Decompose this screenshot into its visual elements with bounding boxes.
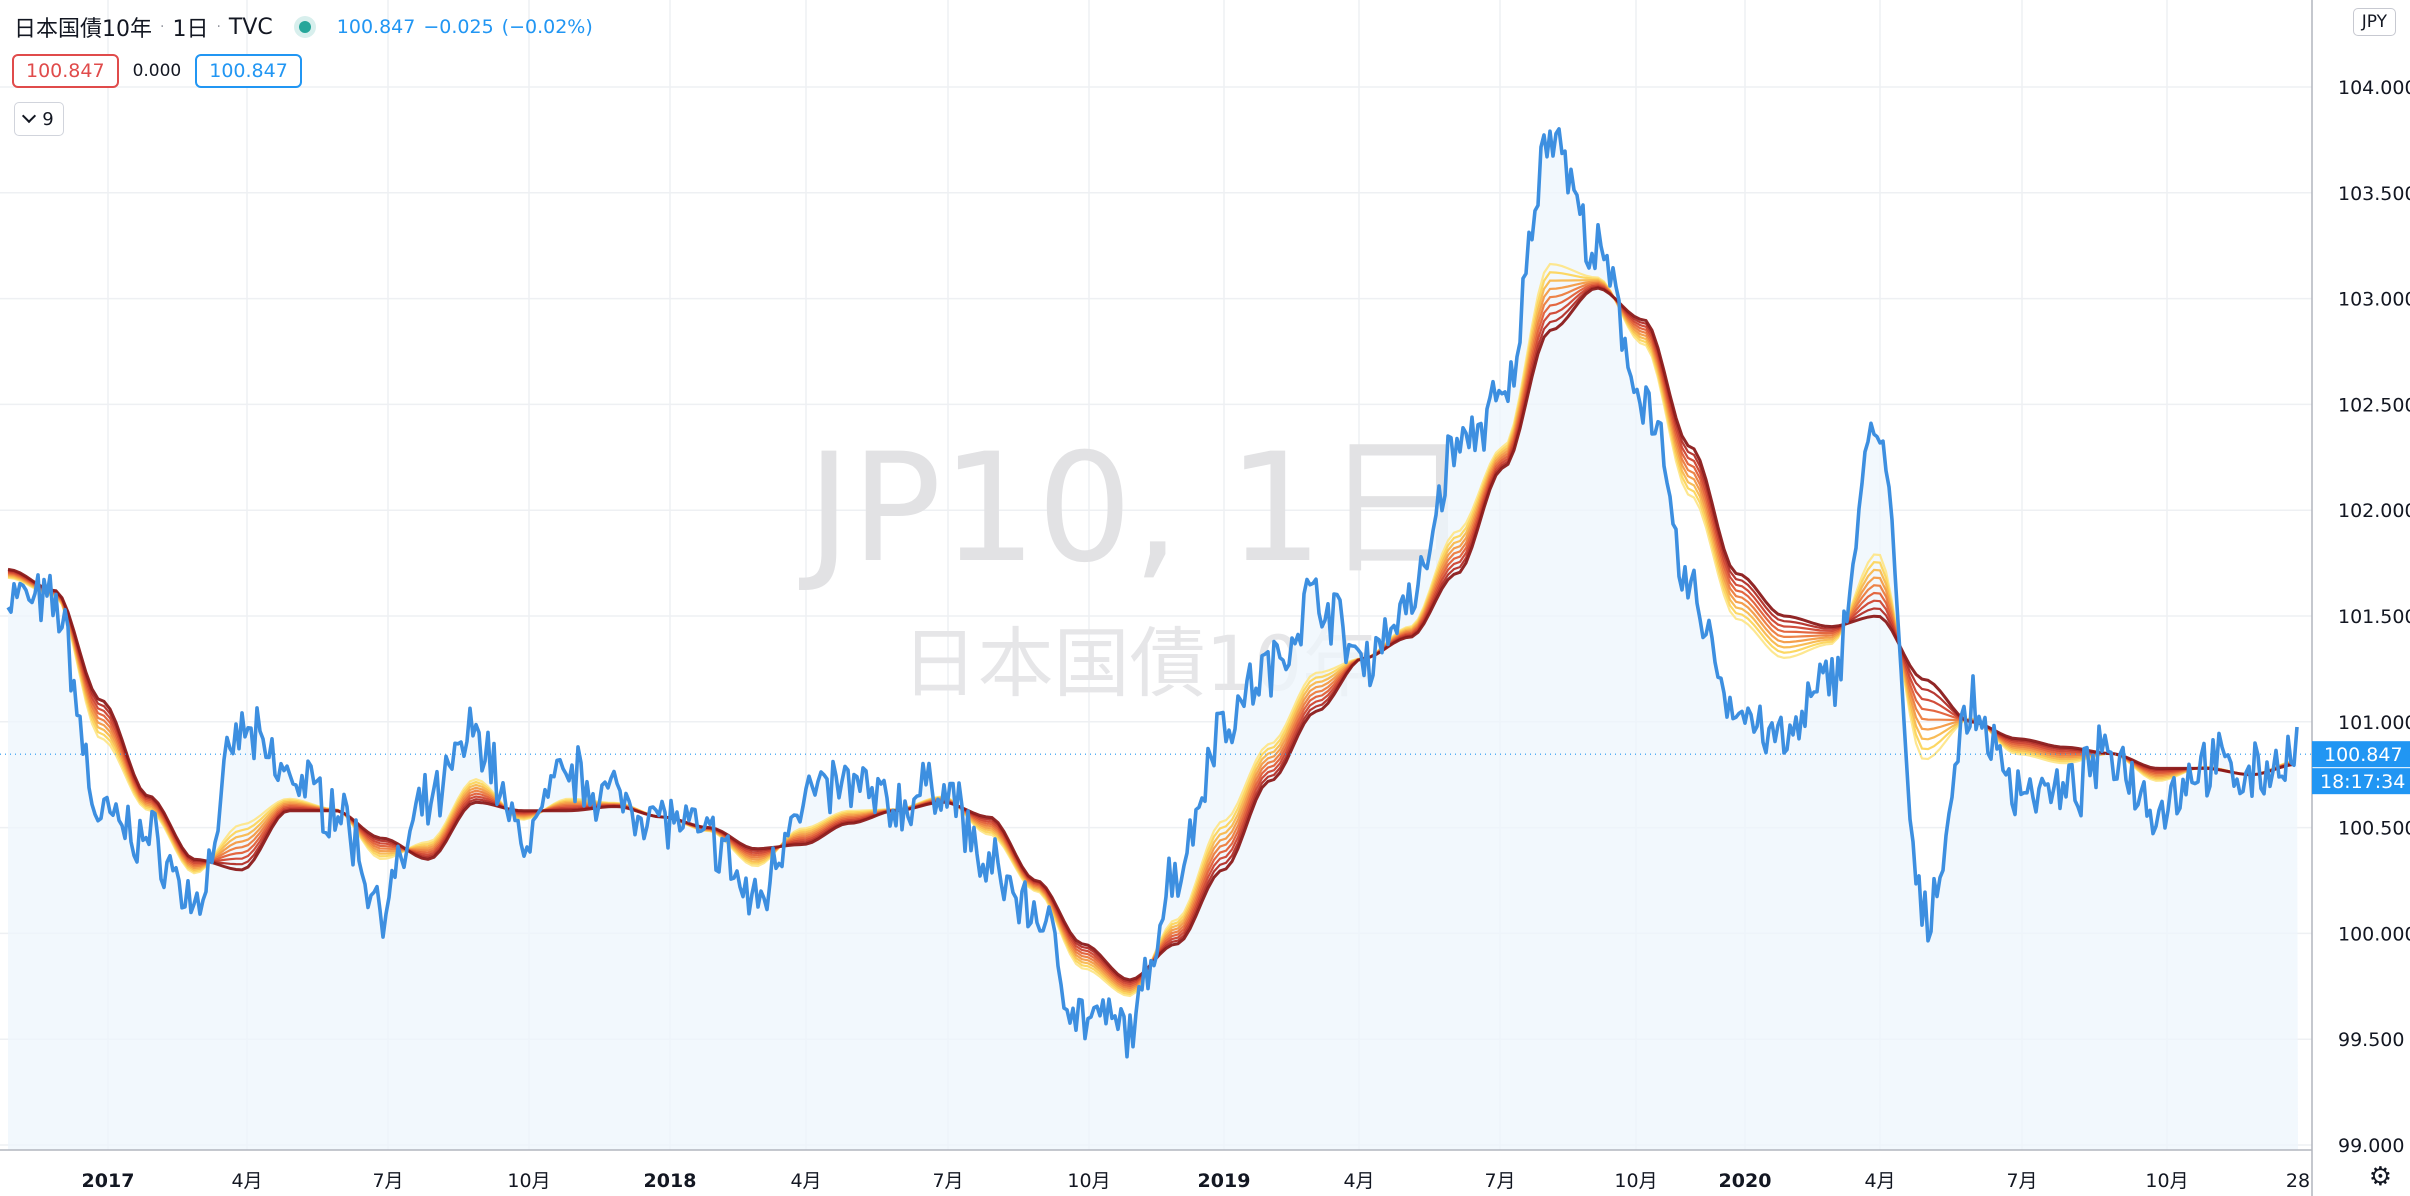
price-tick-label: 102.000: [2338, 500, 2410, 522]
time-tick-label: 2020: [1719, 1170, 1772, 1192]
time-tick-label: 7月: [1484, 1170, 1515, 1192]
quote: 100.847 −0.025 (−0.02%): [337, 16, 601, 38]
price-line: [6, 127, 2299, 1059]
time-tick-label: 28: [2286, 1170, 2310, 1192]
price-change: −0.025: [423, 16, 494, 38]
time-tick-label: 10月: [2145, 1170, 2188, 1192]
exchange-label: TVC: [228, 14, 273, 40]
price-tick-label: 103.500: [2338, 183, 2410, 205]
price-series: [6, 127, 2299, 1059]
time-tick-label: 4月: [231, 1170, 262, 1192]
interval-label: 1日: [172, 17, 209, 42]
indicator-value-box-blue: 100.847: [195, 54, 302, 88]
time-tick-label: 10月: [1614, 1170, 1657, 1192]
symbol-name: 日本国債10年: [14, 17, 152, 42]
price-tick-label: 100.000: [2338, 923, 2410, 945]
price-tick-label: 104.000: [2338, 77, 2410, 99]
separator: ·: [160, 19, 165, 35]
countdown-tag: [2312, 768, 2410, 795]
separator: ·: [216, 19, 221, 35]
last-price: 100.847: [336, 16, 416, 38]
time-tick-label: 10月: [507, 1170, 550, 1192]
indicator-value-box-red: 100.847: [12, 54, 119, 88]
price-tick-label: 101.500: [2338, 606, 2410, 628]
chevron-down-icon: [22, 108, 37, 124]
indicator-values: 100.847 0.000 100.847: [12, 54, 302, 88]
indicators-toggle-button[interactable]: 9: [14, 102, 64, 136]
gear-icon[interactable]: ⚙: [2368, 1162, 2392, 1192]
watermark-symbol: JP10, 1日: [799, 422, 1473, 596]
time-tick-label: 4月: [1343, 1170, 1374, 1192]
current-price-tag: [2312, 741, 2410, 768]
countdown-label: 18:17:34: [2320, 771, 2405, 793]
time-tick-label: 10月: [1067, 1170, 1110, 1192]
market-status-icon: [298, 21, 311, 33]
currency-button[interactable]: JPY: [2352, 8, 2396, 36]
indicators-count: 9: [42, 108, 54, 130]
time-tick-label: 2017: [82, 1170, 135, 1192]
time-tick-label: 7月: [2006, 1170, 2037, 1192]
price-tick-label: 99.500: [2338, 1029, 2404, 1051]
price-area: [8, 128, 2298, 1150]
price-area-fill: [8, 128, 2298, 1150]
price-tick-label: 99.000: [2338, 1135, 2404, 1157]
time-tick-label: 4月: [790, 1170, 821, 1192]
indicator-value-text: 0.000: [132, 61, 182, 81]
time-tick-label: 2019: [1198, 1170, 1251, 1192]
time-tick-label: 2018: [644, 1170, 697, 1192]
price-tick-label: 100.500: [2338, 818, 2410, 840]
price-tick-label: 102.500: [2338, 394, 2410, 416]
current-price-label: 100.847: [2324, 744, 2403, 766]
symbol-header[interactable]: 日本国債10年 · 1日 · TVC 100.847 −0.025 (−0.02%): [14, 10, 601, 44]
price-tick-label: 103.000: [2338, 289, 2410, 311]
time-tick-label: 7月: [372, 1170, 403, 1192]
time-tick-label: 4月: [1864, 1170, 1895, 1192]
time-tick-label: 7月: [932, 1170, 963, 1192]
price-change-percent: (−0.02%): [501, 16, 593, 38]
price-tick-label: 101.000: [2338, 712, 2410, 734]
